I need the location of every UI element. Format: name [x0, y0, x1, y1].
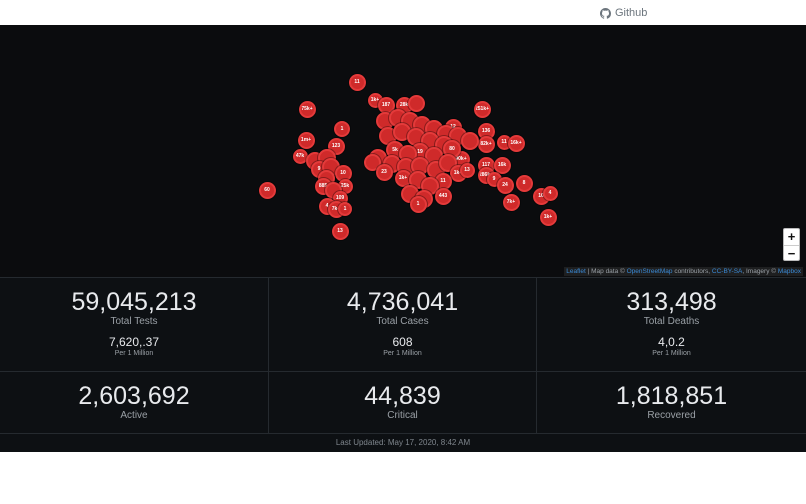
github-link[interactable]: Github — [600, 6, 647, 20]
tests-per-million-value: 7,620,.37 — [108, 335, 160, 349]
critical-value: 44,839 — [364, 382, 441, 410]
stats-panel: 59,045,213 Total Tests 7,620,.37 Per 1 M… — [0, 277, 806, 452]
active-card: 2,603,692 Active — [0, 371, 269, 433]
map-markers: 11 75k+ 1k+ 187 28k 251k+ 1 1m+ 123 47k 136 11 16k+ 8… — [0, 25, 806, 277]
total-deaths-value: 313,498 — [626, 288, 717, 316]
case-marker[interactable]: 82k+ — [477, 135, 495, 153]
case-marker[interactable]: 1k+ — [539, 208, 557, 226]
critical-card: 44,839 Critical — [269, 371, 537, 433]
total-cases-value: 4,736,041 — [346, 288, 459, 316]
cases-per-million-label: Per 1 Million — [383, 350, 422, 357]
case-marker[interactable]: 7k+ — [502, 193, 520, 211]
case-marker[interactable]: 23 — [375, 163, 393, 181]
attribution-text-1: | Map data © — [585, 268, 627, 275]
attribution-text-3: , Imagery © — [742, 268, 778, 275]
case-marker[interactable]: 1 — [409, 195, 427, 213]
case-marker[interactable]: 13 — [459, 162, 475, 178]
case-marker[interactable] — [461, 132, 479, 150]
deaths-per-million-value: 4,0.2 — [658, 335, 685, 349]
github-label: Github — [615, 7, 648, 19]
case-marker[interactable]: 1 — [334, 121, 350, 137]
active-label: Active — [120, 410, 148, 421]
critical-label: Critical — [387, 410, 418, 421]
total-tests-label: Total Tests — [110, 316, 158, 327]
total-deaths-label: Total Deaths — [643, 316, 700, 327]
case-marker[interactable] — [363, 153, 381, 171]
case-marker[interactable]: 187 — [377, 96, 395, 114]
total-deaths-card: 313,498 Total Deaths 4,0.2 Per 1 Million — [537, 277, 806, 371]
case-marker[interactable]: 1m+ — [297, 131, 315, 149]
tests-per-million-label: Per 1 Million — [114, 350, 154, 357]
recovered-value: 1,818,851 — [615, 382, 728, 410]
total-cases-card: 4,736,041 Total Cases 608 Per 1 Million — [269, 277, 537, 371]
attribution-text-2: contributors, — [672, 268, 712, 275]
case-marker[interactable]: 443 — [434, 187, 452, 205]
total-cases-label: Total Cases — [376, 316, 429, 327]
recovered-card: 1,818,851 Recovered — [537, 371, 806, 433]
case-marker[interactable] — [407, 94, 425, 112]
github-icon — [600, 7, 611, 19]
case-marker[interactable]: 24 — [496, 176, 514, 194]
world-map[interactable]: 11 75k+ 1k+ 187 28k 251k+ 1 1m+ 123 47k 136 11 16k+ 8… — [0, 25, 806, 277]
case-marker[interactable]: 1 — [338, 202, 352, 216]
case-marker[interactable]: 13 — [331, 222, 349, 240]
zoom-control: + − — [783, 228, 800, 261]
case-marker[interactable]: 8 — [515, 174, 533, 192]
total-tests-card: 59,045,213 Total Tests 7,620,.37 Per 1 M… — [0, 277, 269, 371]
case-marker[interactable]: 75k+ — [298, 100, 316, 118]
osm-link[interactable]: OpenStreetMap — [626, 268, 673, 275]
mapbox-link[interactable]: Mapbox — [777, 268, 801, 275]
deaths-per-million-label: Per 1 Million — [652, 350, 691, 357]
map-attribution: Leaflet | Map data © OpenStreetMap contr… — [564, 267, 803, 276]
recovered-label: Recovered — [647, 410, 696, 421]
leaflet-link[interactable]: Leaflet — [566, 268, 586, 275]
case-marker[interactable]: 60 — [258, 181, 276, 199]
total-tests-value: 59,045,213 — [71, 288, 197, 316]
zoom-out-button[interactable]: − — [787, 246, 796, 261]
zoom-in-button[interactable]: + — [784, 229, 799, 246]
case-marker[interactable]: 11 — [348, 73, 366, 91]
top-bar: Github — [0, 0, 806, 25]
case-marker[interactable]: 16k+ — [507, 134, 525, 152]
last-updated: Last Updated: May 17, 2020, 8:42 AM — [0, 433, 806, 452]
active-value: 2,603,692 — [78, 382, 190, 410]
case-marker[interactable]: 251k+ — [473, 100, 491, 118]
case-marker[interactable]: 16k — [493, 156, 511, 174]
cases-per-million-value: 608 — [392, 335, 413, 349]
case-marker[interactable]: 4 — [542, 185, 558, 201]
license-link[interactable]: CC-BY-SA — [711, 268, 743, 275]
